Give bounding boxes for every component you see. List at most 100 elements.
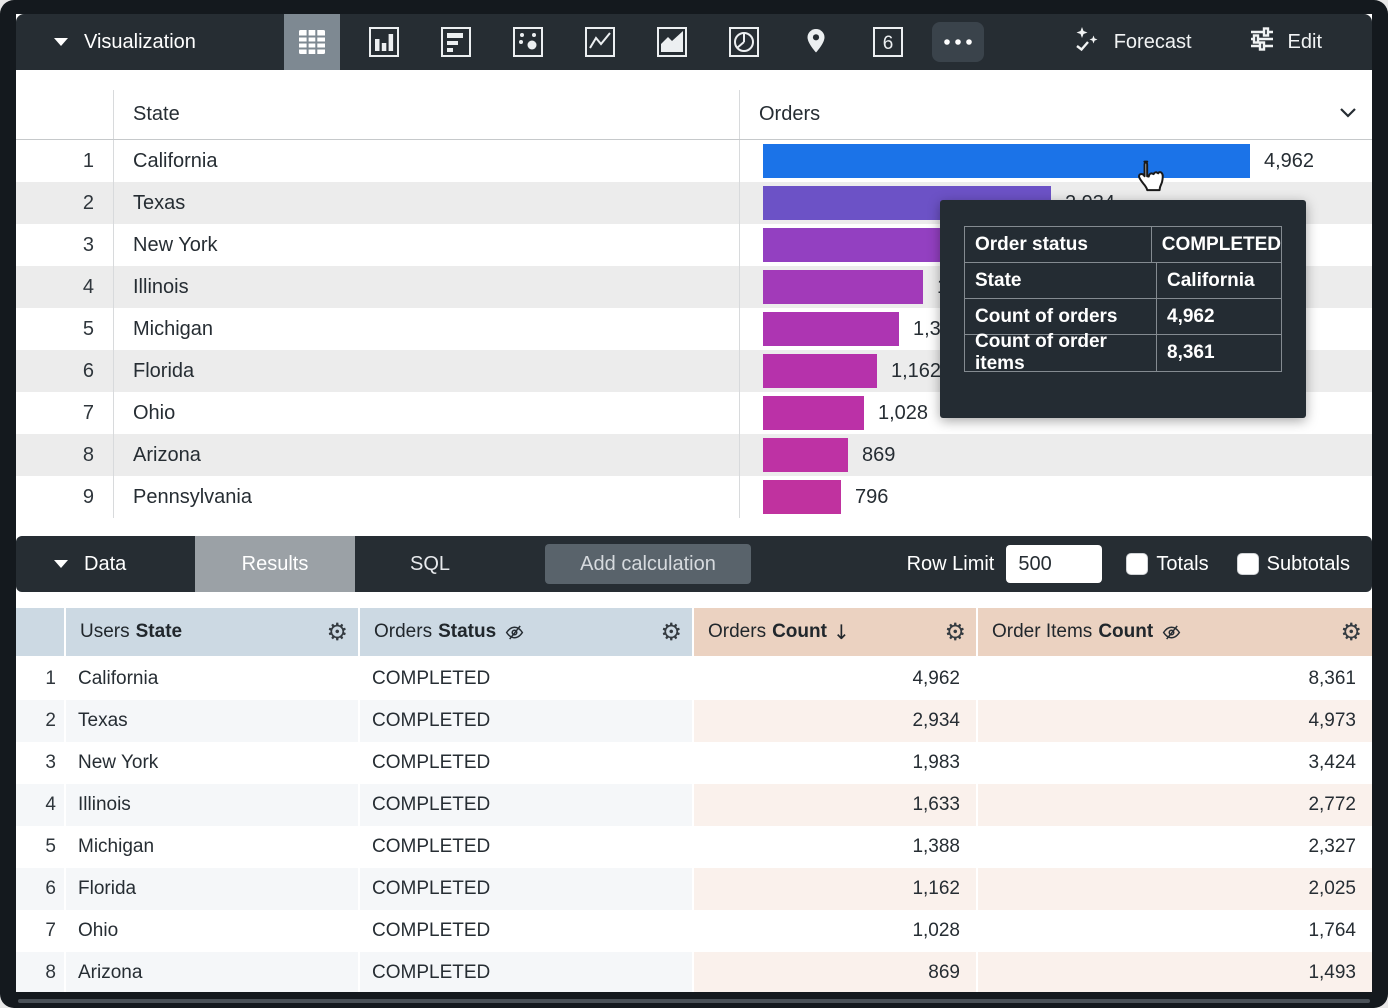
status-cell[interactable]: COMPLETED [360, 826, 692, 868]
items-count-cell[interactable]: 1,493 [978, 952, 1372, 992]
subtotals-checkbox[interactable] [1236, 553, 1259, 575]
orders-bar[interactable] [763, 354, 877, 388]
orders-count-cell[interactable]: 4,962 [694, 658, 976, 700]
viz-type-area-chart-icon[interactable] [644, 14, 700, 70]
status-cell[interactable]: COMPLETED [360, 784, 692, 826]
viz-type-scatter-chart-icon[interactable] [500, 14, 556, 70]
orders-bar[interactable] [763, 396, 864, 430]
state-cell[interactable]: Illinois [113, 266, 739, 308]
tab-sql[interactable]: SQL [409, 552, 451, 575]
state-cell[interactable]: Texas [66, 700, 358, 742]
viz-type-column-chart-icon[interactable] [356, 14, 412, 70]
orders-bar[interactable] [763, 480, 841, 514]
orders-bar[interactable] [763, 270, 923, 304]
column-header-status[interactable]: Orders Status ⚙ [360, 608, 692, 656]
items-count-cell[interactable]: 3,424 [978, 742, 1372, 784]
state-cell[interactable]: Arizona [113, 434, 739, 476]
totals-label: Totals [1156, 552, 1209, 575]
column-header-state[interactable]: Users State ⚙ [66, 608, 358, 656]
state-cell[interactable]: New York [66, 742, 358, 784]
viz-type-more-icon[interactable] [932, 22, 984, 62]
viz-type-table-icon[interactable] [284, 14, 340, 70]
state-cell[interactable]: Florida [113, 350, 739, 392]
orders-bar[interactable] [763, 312, 899, 346]
data-table: Users State ⚙ Orders Status ⚙ Orders Count ↓ ⚙ Ord… [16, 608, 1372, 992]
orders-column-header[interactable]: Orders [739, 90, 1372, 139]
tooltip-label: Order status [965, 227, 1152, 262]
state-cell[interactable]: California [66, 658, 358, 700]
gear-icon[interactable]: ⚙ [944, 618, 966, 646]
viz-type-single-value-icon[interactable]: 6 [860, 14, 916, 70]
state-cell[interactable]: Michigan [113, 308, 739, 350]
row-number: 4 [16, 784, 64, 826]
chevron-down-icon[interactable] [1336, 100, 1360, 130]
state-cell[interactable]: Pennsylvania [113, 476, 739, 518]
viz-table-row: 1 California 4,962 [16, 140, 1372, 182]
orders-count-cell[interactable]: 1,162 [694, 868, 976, 910]
eye-slash-icon [1161, 622, 1182, 643]
viz-type-pie-chart-icon[interactable] [716, 14, 772, 70]
viz-type-map-pin-icon[interactable] [788, 14, 844, 70]
add-calculation-button[interactable]: Add calculation [545, 544, 751, 584]
items-count-cell[interactable]: 4,973 [978, 700, 1372, 742]
row-number: 2 [16, 700, 64, 742]
items-count-cell[interactable]: 2,025 [978, 868, 1372, 910]
chart-type-picker: 6 [284, 14, 984, 70]
tab-results[interactable]: Results [195, 536, 355, 592]
state-cell[interactable]: Ohio [66, 910, 358, 952]
status-cell[interactable]: COMPLETED [360, 952, 692, 992]
viz-type-bar-chart-icon[interactable] [428, 14, 484, 70]
state-cell[interactable]: Illinois [66, 784, 358, 826]
state-cell[interactable]: New York [113, 224, 739, 266]
status-cell[interactable]: COMPLETED [360, 868, 692, 910]
orders-bar[interactable] [763, 438, 848, 472]
viz-type-line-chart-icon[interactable] [572, 14, 628, 70]
items-count-cell[interactable]: 1,764 [978, 910, 1372, 952]
items-count-cell[interactable]: 2,327 [978, 826, 1372, 868]
state-column-header[interactable]: State [113, 90, 739, 139]
state-cell[interactable]: Ohio [113, 392, 739, 434]
row-number: 8 [82, 443, 94, 466]
state-cell[interactable]: Florida [66, 868, 358, 910]
state-cell[interactable]: Arizona [66, 952, 358, 992]
visualization-section-toggle[interactable]: Visualization [16, 31, 284, 54]
edit-button[interactable]: Edit [1248, 25, 1322, 59]
status-cell[interactable]: COMPLETED [360, 658, 692, 700]
status-cell[interactable]: COMPLETED [360, 742, 692, 784]
orders-count-cell[interactable]: 1,028 [694, 910, 976, 952]
viz-table-row: 8 Arizona 869 [16, 434, 1372, 476]
column-header-count[interactable]: Order Items Count ⚙ [978, 608, 1372, 656]
orders-bar[interactable] [763, 144, 1250, 178]
row-limit-input[interactable] [1006, 545, 1103, 583]
data-section-toggle[interactable]: Data [16, 553, 195, 576]
state-cell[interactable]: Texas [113, 182, 739, 224]
state-cell[interactable]: California [113, 140, 739, 182]
gear-icon[interactable]: ⚙ [660, 618, 682, 646]
gear-icon[interactable]: ⚙ [326, 618, 348, 646]
totals-checkbox[interactable] [1126, 553, 1149, 575]
gear-icon[interactable]: ⚙ [1340, 618, 1362, 646]
status-cell[interactable]: COMPLETED [360, 700, 692, 742]
sort-descending-icon[interactable]: ↓ [832, 620, 850, 644]
forecast-button[interactable]: Forecast [1072, 24, 1192, 60]
orders-count-cell[interactable]: 1,633 [694, 784, 976, 826]
column-view-name: Orders [708, 621, 767, 642]
orders-cell: 1,162 [739, 350, 1372, 392]
horizontal-scrollbar[interactable] [18, 999, 1370, 1003]
forecast-sparkle-icon [1072, 24, 1102, 60]
row-number: 8 [16, 952, 64, 992]
forecast-label: Forecast [1113, 30, 1192, 53]
state-cell[interactable]: Michigan [66, 826, 358, 868]
column-header-count[interactable]: Orders Count ↓ ⚙ [694, 608, 976, 656]
orders-count-cell[interactable]: 2,934 [694, 700, 976, 742]
items-count-cell[interactable]: 2,772 [978, 784, 1372, 826]
status-cell[interactable]: COMPLETED [360, 910, 692, 952]
items-count-cell[interactable]: 8,361 [978, 658, 1372, 700]
orders-bar[interactable] [763, 228, 958, 262]
orders-count-cell[interactable]: 869 [694, 952, 976, 992]
column-field-name: Status [438, 621, 497, 642]
orders-count-cell[interactable]: 1,388 [694, 826, 976, 868]
orders-count-cell[interactable]: 1,983 [694, 742, 976, 784]
hover-tooltip: Order status COMPLETED State California Coun… [940, 200, 1306, 418]
